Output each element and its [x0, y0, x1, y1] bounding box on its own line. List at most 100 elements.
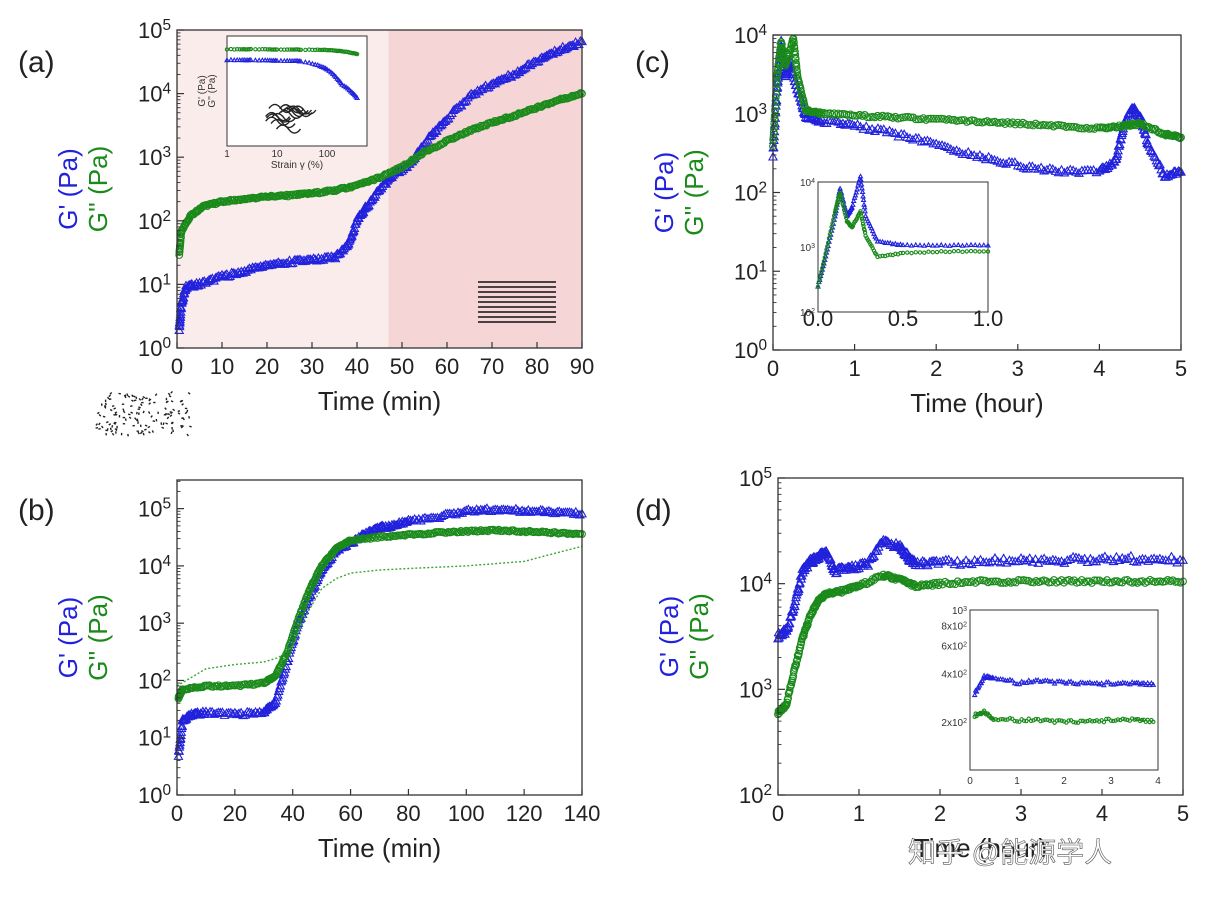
series-gdouble-marker [1027, 578, 1036, 587]
series-gdouble-marker [533, 103, 541, 112]
series-gprime-marker [844, 118, 855, 128]
inset-gprime-marker [339, 81, 345, 87]
inset-gprime-marker [1119, 679, 1126, 685]
inset-gprime-marker [1068, 678, 1074, 684]
inset-gdouble-marker [995, 717, 1001, 723]
network-dot [122, 408, 125, 412]
inset-gdouble-marker [821, 259, 827, 264]
inset-gdouble-marker [991, 717, 996, 722]
inset-gdouble-marker [909, 250, 914, 256]
network-dot [138, 398, 142, 401]
inset-gdouble-marker [1073, 720, 1078, 725]
series-gdouble-marker [1171, 577, 1180, 586]
network-dot [166, 416, 170, 420]
series-gdouble-marker [957, 116, 966, 125]
series-gprime-marker [1091, 167, 1102, 177]
series-gdouble-marker [1075, 578, 1084, 587]
series-gprime-marker [1024, 553, 1035, 562]
series-gprime-marker [1111, 153, 1122, 163]
x-tick-label: 0 [171, 354, 183, 379]
series-gprime-marker [861, 121, 872, 131]
inset-y-tick-label: 4x102 [941, 669, 967, 681]
series-gdouble-marker [860, 111, 869, 119]
series-gdouble-marker [400, 531, 409, 540]
inset-gprime-marker [854, 186, 861, 192]
inset-gprime-marker [887, 239, 894, 246]
inset-gprime-marker [1044, 677, 1051, 683]
network-dot [124, 418, 127, 421]
network-dot [109, 427, 112, 431]
network-dot [166, 400, 169, 404]
inset-gprime-marker [877, 238, 883, 244]
network-dot [116, 425, 118, 429]
inset-gdouble-marker [926, 249, 931, 254]
series-gprime-marker [802, 562, 813, 572]
inset-gdouble-marker [905, 250, 910, 255]
series-gprime-marker [1108, 556, 1119, 566]
inset-gprime-marker [868, 225, 875, 231]
series-gprime-marker [236, 266, 247, 276]
network-dot [150, 415, 153, 418]
panel-a: 0 10 20 30 40 50 60 70 80 90100101102103104105Tim… [18, 17, 594, 417]
inset-gprime-marker [309, 60, 316, 66]
series-gdouble-marker [1075, 124, 1083, 133]
series-gdouble-marker [929, 578, 938, 587]
inset-gprime-marker [951, 241, 957, 248]
series-gprime-marker [231, 709, 242, 719]
y-tick-label: 103 [138, 610, 171, 637]
network-dot [129, 405, 133, 408]
inset-gprime-marker [992, 675, 999, 681]
series-gdouble-marker [476, 526, 485, 534]
inset-gprime-marker [904, 241, 911, 247]
series-gdouble-marker [937, 114, 946, 123]
inset-gprime-marker [297, 58, 304, 64]
inset-gdouble-marker [985, 249, 991, 254]
y-axis-title-gdouble: G'' (Pa) [684, 593, 714, 680]
network-dot [151, 430, 154, 433]
network-dot [164, 407, 167, 410]
series-gprime-marker [1088, 555, 1099, 565]
inset-gdouble-marker [1054, 718, 1060, 723]
inset-gdouble-marker [274, 47, 280, 52]
network-dot [163, 413, 167, 416]
series-gdouble-marker [1054, 121, 1063, 129]
inset-gdouble-marker [1139, 717, 1145, 723]
series-gprime-marker [1018, 554, 1029, 564]
network-dot [141, 397, 144, 401]
inset-gprime-marker [1122, 679, 1129, 686]
network-dot [118, 415, 121, 418]
series-gprime-marker [175, 309, 186, 319]
series-gdouble-marker [792, 660, 801, 669]
series-gprime-marker [869, 551, 880, 561]
y-tick-label: 100 [138, 782, 171, 809]
inset-gdouble-marker [354, 51, 360, 57]
inset-gdouble-marker [1151, 719, 1156, 725]
inset-gdouble-marker [312, 47, 318, 53]
x-tick-label: 60 [338, 801, 362, 826]
plot-frame [777, 477, 1184, 796]
inset-gdouble-marker [822, 255, 827, 260]
inset-gdouble-marker [913, 250, 918, 255]
network-dot [111, 425, 114, 428]
inset-gdouble-marker [1080, 718, 1086, 724]
network-dot [168, 395, 172, 398]
network-dot [165, 422, 168, 425]
series-gprime-marker [174, 739, 185, 749]
inset-gdouble-marker [237, 47, 242, 52]
series-gprime-marker [348, 225, 359, 235]
inset-gprime-marker [1035, 676, 1042, 683]
series-gdouble-marker [1017, 576, 1025, 585]
network-dot [144, 424, 148, 427]
series-gdouble-marker [850, 111, 859, 120]
inset-gprime-marker [934, 242, 940, 248]
panel-label: (b) [18, 494, 55, 527]
series-gprime-marker [1146, 553, 1157, 563]
series-gprime-marker [1085, 165, 1096, 175]
inset-gdouble-marker [828, 228, 833, 234]
inset-y-tick-label: 6x102 [941, 641, 967, 653]
inset-gprime-marker [858, 176, 864, 183]
y-tick-label: 105 [138, 17, 171, 44]
inset-gdouble-marker [893, 251, 898, 257]
inset-y-tick-label: 103 [952, 606, 967, 618]
network-dot [113, 422, 117, 425]
